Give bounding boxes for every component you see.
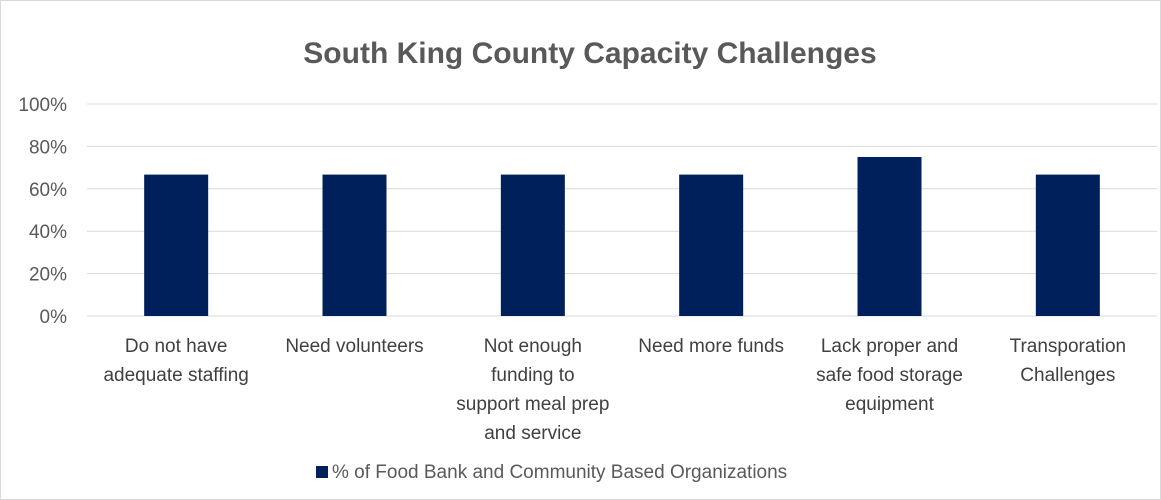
gridlines xyxy=(87,103,1157,317)
legend-label: % of Food Bank and Community Based Organ… xyxy=(332,462,787,483)
y-axis-ticks: 0% 20% 40% 60% 80% 100% xyxy=(18,95,67,328)
x-category-label: Not enough funding to support meal prep and… xyxy=(456,336,609,444)
bar xyxy=(679,174,744,316)
x-category-label: Need more funds xyxy=(638,336,784,357)
x-category-label: Need volunteers xyxy=(285,336,423,357)
bar xyxy=(857,157,922,316)
x-category-label: Transporation Challenges xyxy=(1010,336,1127,386)
y-tick-label: 100% xyxy=(18,95,67,116)
x-axis-categories: Do not have adequate staffing Need volunte… xyxy=(103,336,1126,444)
x-category-label: Do not have adequate staffing xyxy=(103,336,248,386)
y-tick-label: 60% xyxy=(29,180,67,201)
bar xyxy=(144,174,209,316)
bar xyxy=(322,174,387,316)
x-category-label: Lack proper and safe food storage equipmen… xyxy=(816,336,963,415)
bar xyxy=(1035,174,1100,316)
legend: % of Food Bank and Community Based Organ… xyxy=(316,462,787,483)
y-tick-label: 40% xyxy=(29,222,67,243)
y-tick-label: 0% xyxy=(40,307,68,328)
y-tick-label: 80% xyxy=(29,137,67,158)
bars xyxy=(144,157,1100,316)
bar xyxy=(500,174,565,316)
chart-title: South King County Capacity Challenges xyxy=(303,37,876,70)
y-tick-label: 20% xyxy=(29,265,67,286)
legend-swatch xyxy=(316,466,328,478)
